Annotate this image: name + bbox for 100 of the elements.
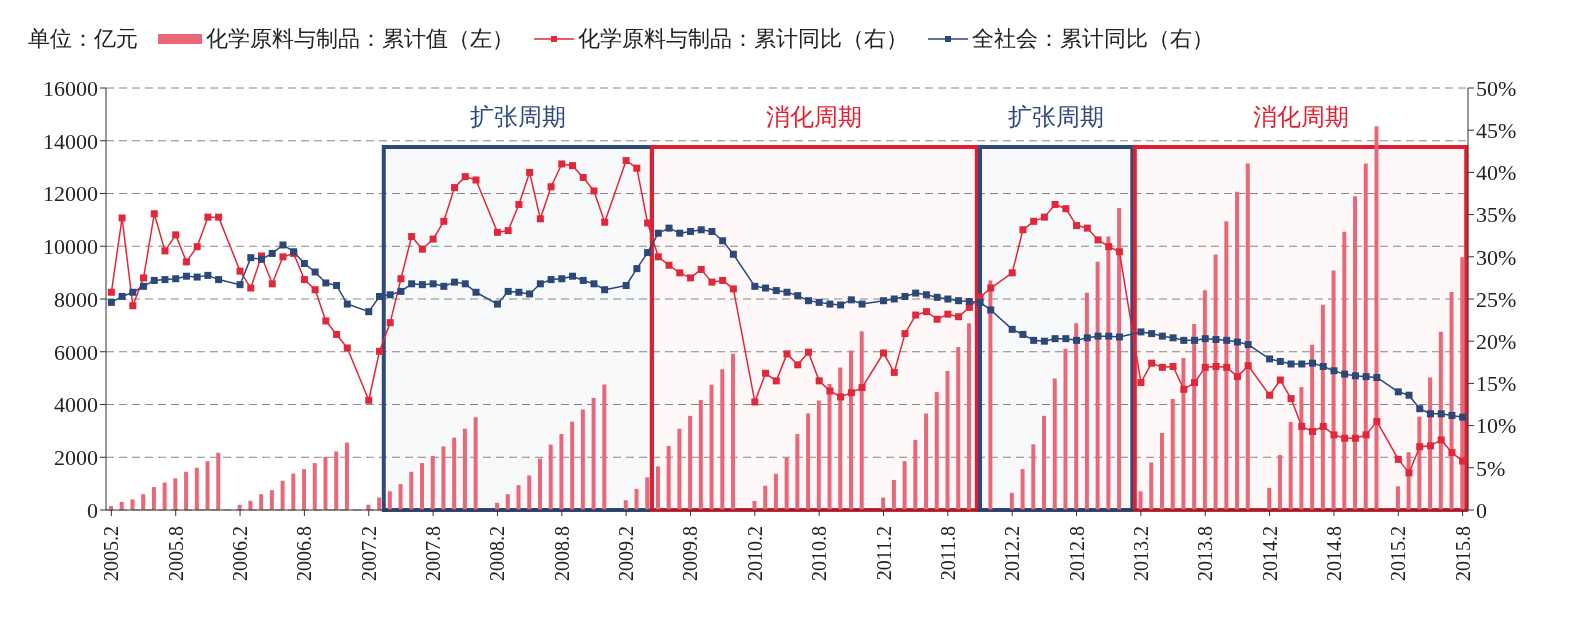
bar [473,417,478,510]
band-label: 扩张周期 [469,103,566,132]
bar [720,369,725,510]
bar [945,371,950,510]
y-tick-label: 2000 [54,445,98,471]
bar [709,384,714,510]
bar [409,471,414,510]
bar [162,482,167,510]
y-tick-label: 4000 [54,392,98,418]
bar [1084,292,1089,510]
bar [1117,208,1122,510]
y-tick-label: 10000 [43,234,98,260]
bar [645,477,650,510]
y2-tick-label: 0 [1476,497,1487,523]
bar [1020,469,1025,510]
bar [269,490,274,510]
bar [816,400,821,510]
bar [344,442,349,510]
bar [966,323,971,510]
bar [1202,290,1207,510]
bar [795,434,800,510]
bar [688,415,693,510]
y2-tick-label: 25% [1476,286,1517,312]
bar [173,478,178,510]
x-tick-label: 2009.8 [679,526,702,581]
bar [312,463,317,510]
legend-label: 化学原料与制品：累计值（左） [206,25,514,53]
bar [848,350,853,510]
bar [1363,163,1368,510]
x-tick-label: 2007.8 [422,526,445,581]
x-tick-label: 2012.8 [1065,526,1088,581]
bar [548,444,553,510]
x-tick-label: 2014.8 [1322,526,1345,581]
bar [205,461,210,510]
text: 单位：亿元 [28,25,138,53]
bar [827,383,832,510]
band-label: 扩张周期 [1008,103,1105,132]
bar [1299,387,1304,510]
legend-label: 全社会：累计同比（右） [972,25,1214,53]
bar [1138,491,1143,510]
bar [1052,378,1057,510]
bar [291,473,296,510]
y-tick-label: 16000 [43,75,98,101]
bar [259,494,264,510]
bar [1192,324,1197,510]
bar [334,451,339,510]
bar [1042,415,1047,510]
x-tick-label: 2010.8 [808,526,831,581]
bar [1181,358,1186,510]
x-tick-label: 2006.2 [229,526,252,581]
bar [184,471,189,510]
bar [387,491,392,510]
x-tick-label: 2013.2 [1129,526,1152,581]
bar [398,484,403,510]
bar [655,466,660,510]
bar [806,413,811,510]
bar [773,473,778,510]
bar [891,479,896,510]
y2-tick-label: 30% [1476,244,1517,270]
y-tick-label: 12000 [43,181,98,207]
bar [591,397,596,510]
x-tick-label: 2010.2 [743,526,766,581]
bar [280,480,285,510]
y-tick-label: 6000 [54,339,98,365]
bar [602,384,607,510]
x-tick-label: 2007.2 [357,526,380,581]
y2-tick-label: 35% [1476,202,1517,228]
bar [623,500,628,510]
y2-tick-label: 5% [1476,455,1506,481]
bar [1449,291,1454,510]
bar [1395,486,1400,510]
x-tick-label: 2006.8 [293,526,316,581]
bar [420,463,425,510]
bar [151,487,156,510]
bar [580,409,585,510]
y2-tick-label: 40% [1476,160,1517,186]
bar [194,467,199,510]
bar [1331,270,1336,510]
x-tick-label: 2008.8 [550,526,573,581]
bar [441,446,446,510]
bar [677,428,682,510]
x-tick-label: 2011.2 [872,526,895,581]
bar [902,461,907,510]
bar [462,428,467,510]
bar [1320,304,1325,510]
band-label: 消化周期 [766,103,863,132]
band-label: 消化周期 [1252,103,1349,132]
x-tick-label: 2005.2 [100,526,123,581]
bar [1288,421,1293,510]
bar [216,452,221,510]
x-tick-label: 2015.8 [1451,526,1474,581]
bar [505,494,510,510]
bar [934,392,939,510]
bar [1235,191,1240,510]
bar [527,475,532,510]
x-tick-label: 2005.8 [164,526,187,581]
y2-tick-label: 50% [1476,75,1517,101]
x-tick-label: 2013.8 [1194,526,1217,581]
y-tick-label: 8000 [54,286,98,312]
bar [956,347,961,510]
